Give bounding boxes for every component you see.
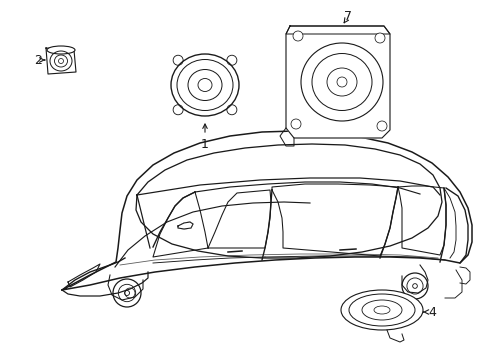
Text: 1: 1: [201, 139, 208, 152]
Text: 4: 4: [427, 306, 435, 319]
Circle shape: [292, 31, 303, 41]
Ellipse shape: [340, 290, 422, 330]
Ellipse shape: [47, 46, 75, 54]
Polygon shape: [285, 26, 389, 138]
Ellipse shape: [301, 43, 382, 121]
Circle shape: [376, 121, 386, 131]
Polygon shape: [178, 222, 193, 229]
Circle shape: [374, 33, 384, 43]
Text: 2: 2: [34, 54, 42, 67]
Polygon shape: [46, 48, 76, 74]
Text: 7: 7: [343, 9, 351, 22]
Circle shape: [290, 119, 301, 129]
